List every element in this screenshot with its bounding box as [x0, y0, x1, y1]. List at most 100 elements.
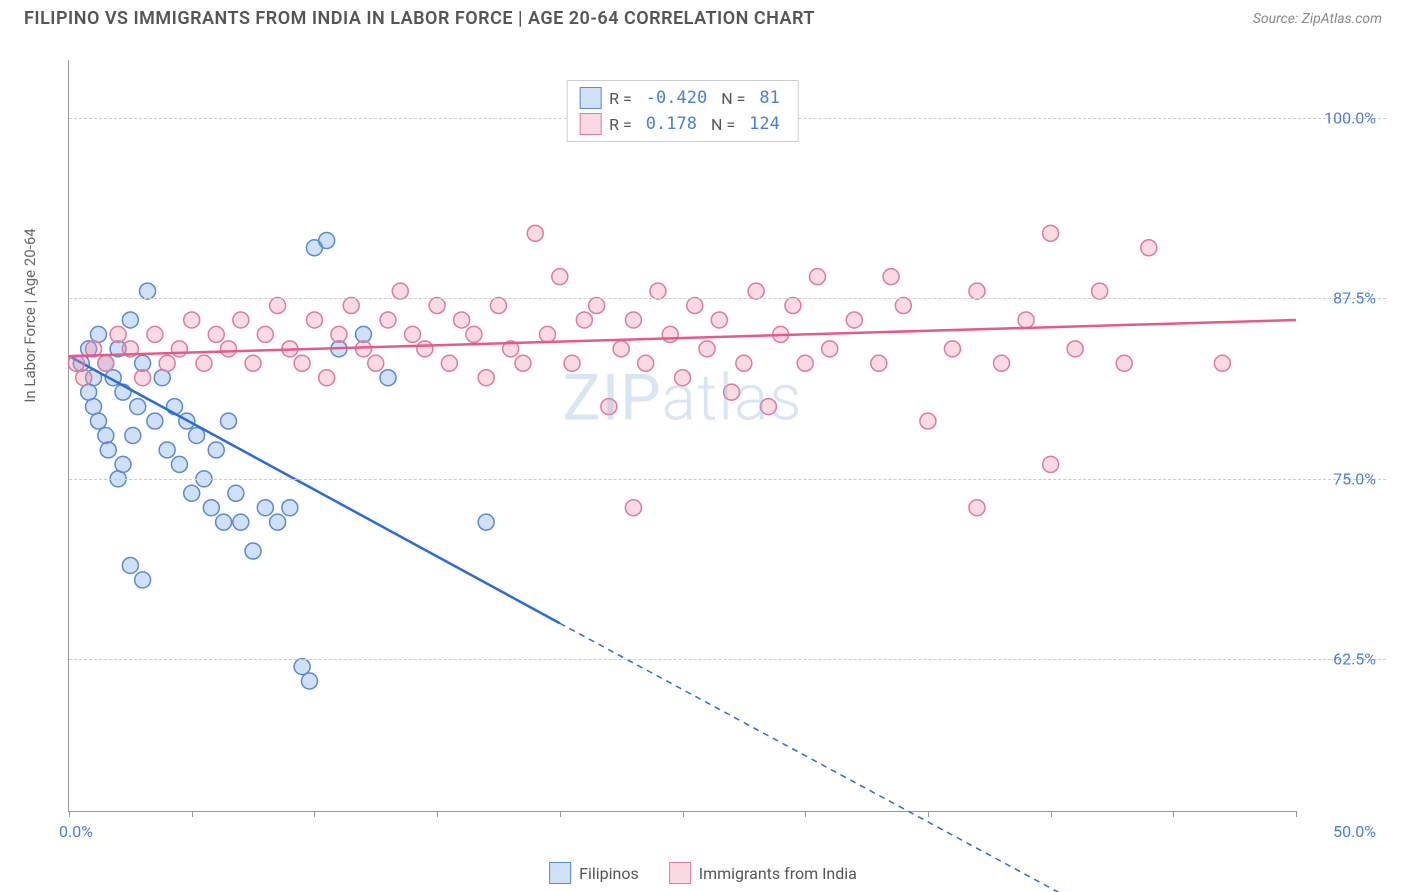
data-point	[216, 514, 232, 530]
legend-n-value-1: 124	[743, 114, 786, 134]
y-axis-title: In Labor Force | Age 20-64	[21, 228, 39, 402]
y-tick-label: 100.0%	[1324, 108, 1376, 127]
data-point	[76, 370, 92, 386]
data-point	[613, 341, 629, 357]
data-point	[417, 341, 433, 357]
x-tick	[437, 811, 438, 817]
data-point	[135, 355, 151, 371]
x-tick	[805, 811, 806, 817]
data-point	[871, 355, 887, 371]
data-point	[228, 485, 244, 501]
data-point	[392, 283, 408, 299]
y-tick-label: 62.5%	[1333, 650, 1376, 669]
data-point	[98, 428, 114, 444]
data-point	[135, 572, 151, 588]
data-point	[122, 557, 138, 573]
data-point	[159, 442, 175, 458]
data-point	[208, 326, 224, 342]
data-point	[319, 233, 335, 249]
data-point	[98, 355, 114, 371]
data-point	[1141, 240, 1157, 256]
data-point	[1043, 456, 1059, 472]
swatch-icon	[669, 862, 691, 884]
data-point	[90, 326, 106, 342]
legend-n-label: N =	[721, 89, 745, 108]
data-point	[301, 673, 317, 689]
legend-row-india: R = 0.178 N = 124	[579, 111, 786, 137]
data-point	[208, 442, 224, 458]
legend-r-value-0: -0.420	[640, 88, 713, 108]
data-point	[125, 428, 141, 444]
x-tick	[560, 811, 561, 817]
data-point	[589, 298, 605, 314]
data-point	[68, 355, 84, 371]
data-point	[687, 298, 703, 314]
data-point	[140, 283, 156, 299]
data-point	[650, 283, 666, 299]
data-point	[515, 355, 531, 371]
legend-label-1: Immigrants from India	[699, 864, 857, 883]
data-point	[405, 326, 421, 342]
y-tick-label: 87.5%	[1333, 289, 1376, 308]
data-point	[1018, 312, 1034, 328]
legend-r-value-1: 0.178	[640, 114, 703, 134]
data-point	[429, 298, 445, 314]
data-point	[822, 341, 838, 357]
y-tick-label: 75.0%	[1333, 469, 1376, 488]
data-point	[368, 355, 384, 371]
swatch-icon	[549, 862, 571, 884]
data-point	[478, 514, 494, 530]
data-point	[454, 312, 470, 328]
data-point	[86, 399, 102, 415]
data-point	[625, 312, 641, 328]
data-point	[785, 298, 801, 314]
data-point	[601, 399, 617, 415]
data-point	[944, 341, 960, 357]
data-point	[380, 312, 396, 328]
data-point	[625, 500, 641, 516]
data-point	[294, 659, 310, 675]
swatch-india	[579, 113, 601, 135]
legend-item-india: Immigrants from India	[669, 862, 857, 884]
data-point	[540, 326, 556, 342]
data-point	[159, 355, 175, 371]
data-point	[441, 355, 457, 371]
data-point	[221, 413, 237, 429]
data-point	[760, 399, 776, 415]
data-point	[233, 514, 249, 530]
x-tick	[1051, 811, 1052, 817]
x-tick	[1296, 811, 1297, 817]
data-point	[221, 341, 237, 357]
data-point	[343, 298, 359, 314]
data-point	[527, 225, 543, 241]
series-legend: Filipinos Immigrants from India	[549, 862, 857, 884]
data-point	[147, 413, 163, 429]
data-point	[122, 312, 138, 328]
data-point	[490, 298, 506, 314]
gridline	[69, 659, 1386, 660]
x-max-label: 50.0%	[1333, 822, 1376, 841]
data-point	[576, 312, 592, 328]
plot-area: R = -0.420 N = 81 R = 0.178 N = 124 ZIPa…	[68, 60, 1296, 812]
legend-n-label: N =	[711, 115, 735, 134]
data-point	[257, 326, 273, 342]
data-point	[1067, 341, 1083, 357]
data-point	[920, 413, 936, 429]
data-point	[466, 326, 482, 342]
data-point	[699, 341, 715, 357]
data-point	[90, 413, 106, 429]
data-point	[171, 456, 187, 472]
data-point	[319, 370, 335, 386]
legend-r-label: R =	[609, 89, 632, 108]
data-point	[564, 355, 580, 371]
x-tick	[1173, 811, 1174, 817]
data-point	[135, 370, 151, 386]
data-point	[969, 283, 985, 299]
data-point	[331, 326, 347, 342]
data-point	[895, 298, 911, 314]
data-point	[294, 355, 310, 371]
data-point	[130, 399, 146, 415]
data-point	[1116, 355, 1132, 371]
data-point	[355, 326, 371, 342]
data-point	[245, 543, 261, 559]
